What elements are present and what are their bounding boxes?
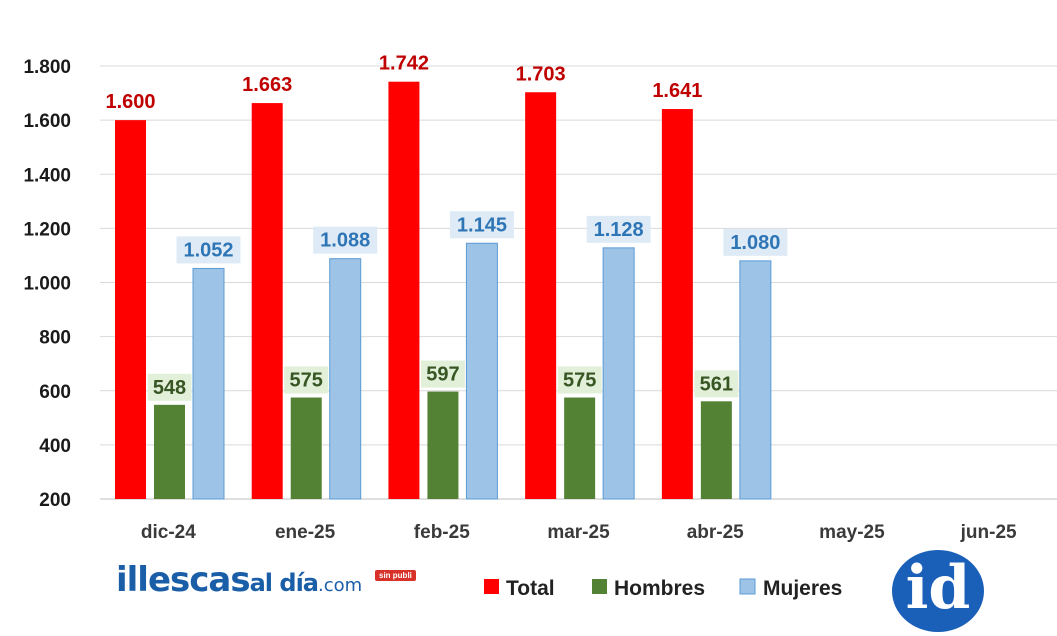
bar-mujeres (465, 242, 498, 500)
data-label-mujeres: 1.052 (183, 239, 233, 261)
data-label-total: 1.600 (105, 91, 155, 113)
data-label-bg (557, 366, 602, 394)
data-label-bg (147, 373, 192, 401)
x-tick-label: jun-25 (960, 522, 1017, 543)
data-label-bg (449, 211, 514, 239)
legend-label-mujeres: Mujeres (763, 577, 842, 600)
data-label-hombres: 597 (426, 364, 459, 386)
y-tick-label: 1.800 (23, 57, 71, 78)
brand-tag: sin publi (375, 570, 416, 581)
x-axis: dic-24 ene-25 feb-25 mar-25 abr-25 may-25 jun-… (141, 522, 1017, 543)
brand-logo: illescasal día.com (116, 560, 362, 610)
bars (115, 81, 772, 500)
data-label-total: 1.703 (516, 63, 566, 85)
bar-hombres (154, 404, 185, 499)
data-label-bg (284, 366, 329, 394)
bar-chart: 200 400 600 800 1.000 1.200 1.400 1.600 1.800 1.… (23, 53, 1057, 543)
bar-total (251, 103, 283, 499)
data-label-bg (420, 360, 465, 388)
y-axis: 200 400 600 800 1.000 1.200 1.400 1.600 1.800 (23, 57, 71, 511)
bar-hombres (427, 391, 459, 499)
x-tick-label: dic-24 (141, 522, 196, 543)
x-tick-label: ene-25 (275, 522, 336, 543)
y-tick-label: 200 (39, 490, 71, 511)
bar-hombres (700, 401, 732, 499)
data-labels: 1.600 548 1.052 1.663 575 1.088 1.742 597 1.145 1… (105, 53, 788, 401)
brand-name-suffix: al día (249, 569, 319, 597)
bar-mujeres (329, 258, 362, 500)
data-label-mujeres: 1.080 (730, 232, 780, 254)
data-label-hombres: 575 (563, 370, 596, 392)
legend-swatch-total (484, 579, 499, 594)
bar-mujeres (739, 260, 772, 500)
data-label-bg (313, 226, 378, 254)
data-label-hombres: 561 (700, 373, 733, 395)
y-tick-label: 1.200 (23, 219, 71, 240)
y-tick-label: 1.600 (23, 111, 71, 132)
data-label-bg (723, 228, 788, 256)
data-label-hombres: 548 (153, 377, 186, 399)
bar-mujeres (192, 267, 225, 500)
id-logo: id (892, 550, 984, 632)
bar-total (525, 92, 557, 500)
legend-swatch-hombres (592, 579, 607, 594)
data-label-mujeres: 1.145 (457, 214, 507, 236)
legend-label-total: Total (506, 577, 555, 600)
data-label-bg (176, 236, 241, 264)
brand-name: illescas (116, 560, 251, 600)
data-label-mujeres: 1.088 (320, 230, 370, 252)
legend: Total Hombres Mujeres (484, 577, 842, 600)
data-label-bg (694, 370, 739, 398)
y-tick-label: 400 (39, 436, 71, 457)
data-label-total: 1.663 (242, 74, 292, 96)
data-label-total: 1.641 (652, 80, 702, 102)
x-tick-label: mar-25 (547, 522, 610, 543)
brand-domain: .com (318, 575, 363, 596)
y-tick-label: 600 (39, 382, 71, 403)
x-tick-label: may-25 (819, 522, 885, 543)
x-tick-label: feb-25 (414, 522, 470, 543)
bar-mujeres (602, 247, 635, 500)
y-tick-label: 800 (39, 328, 71, 349)
legend-swatch-mujeres (739, 578, 756, 595)
data-label-total: 1.742 (379, 53, 429, 75)
y-tick-label: 1.400 (23, 165, 71, 186)
y-tick-label: 1.000 (23, 274, 71, 295)
data-label-bg (586, 215, 651, 243)
legend-label-hombres: Hombres (614, 577, 705, 600)
bar-total (661, 109, 693, 500)
bar-hombres (564, 397, 596, 499)
x-tick-label: abr-25 (687, 522, 744, 543)
bar-hombres (290, 397, 322, 499)
data-label-mujeres: 1.128 (594, 219, 644, 241)
bar-total (388, 81, 420, 499)
bar-total (115, 120, 146, 499)
data-label-hombres: 575 (290, 370, 323, 392)
